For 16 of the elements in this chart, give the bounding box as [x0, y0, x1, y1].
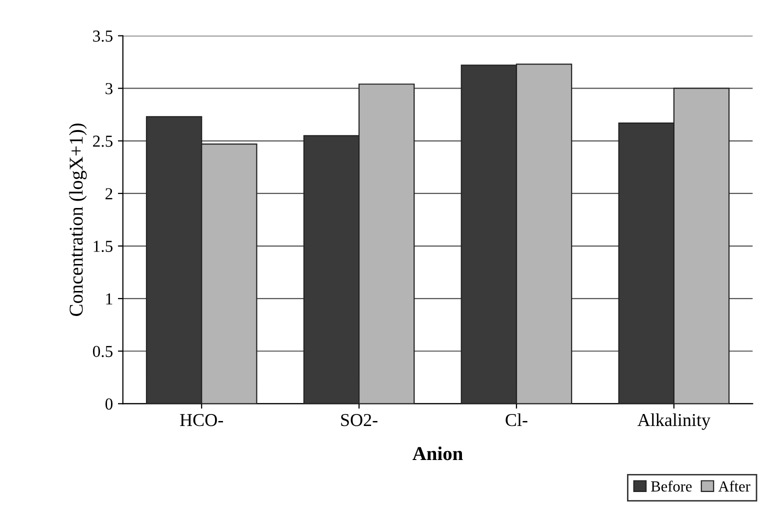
y-tick-label: 3 — [106, 83, 113, 94]
y-axis-title: Concentration (logX+1)) — [69, 124, 87, 316]
x-tick-label: Alkalinity — [637, 413, 710, 430]
y-tick-label: 2.5 — [93, 136, 113, 147]
legend-label: Before — [651, 480, 692, 492]
x-tick-label: SO2- — [341, 414, 378, 426]
x-tick-label: Cl- — [506, 413, 528, 426]
x-tick-label: HCO- — [180, 414, 224, 426]
y-tick-label: 0 — [105, 398, 113, 410]
y-tick-label: 3.5 — [93, 30, 113, 42]
y-tick-label: 1 — [106, 293, 112, 304]
y-tick-label: 1.5 — [94, 240, 113, 252]
x-axis-title: Anion — [412, 446, 463, 460]
y-tick-label: 2 — [106, 188, 112, 200]
y-tick-label: 0.5 — [92, 346, 113, 358]
legend-label: After — [718, 480, 750, 492]
